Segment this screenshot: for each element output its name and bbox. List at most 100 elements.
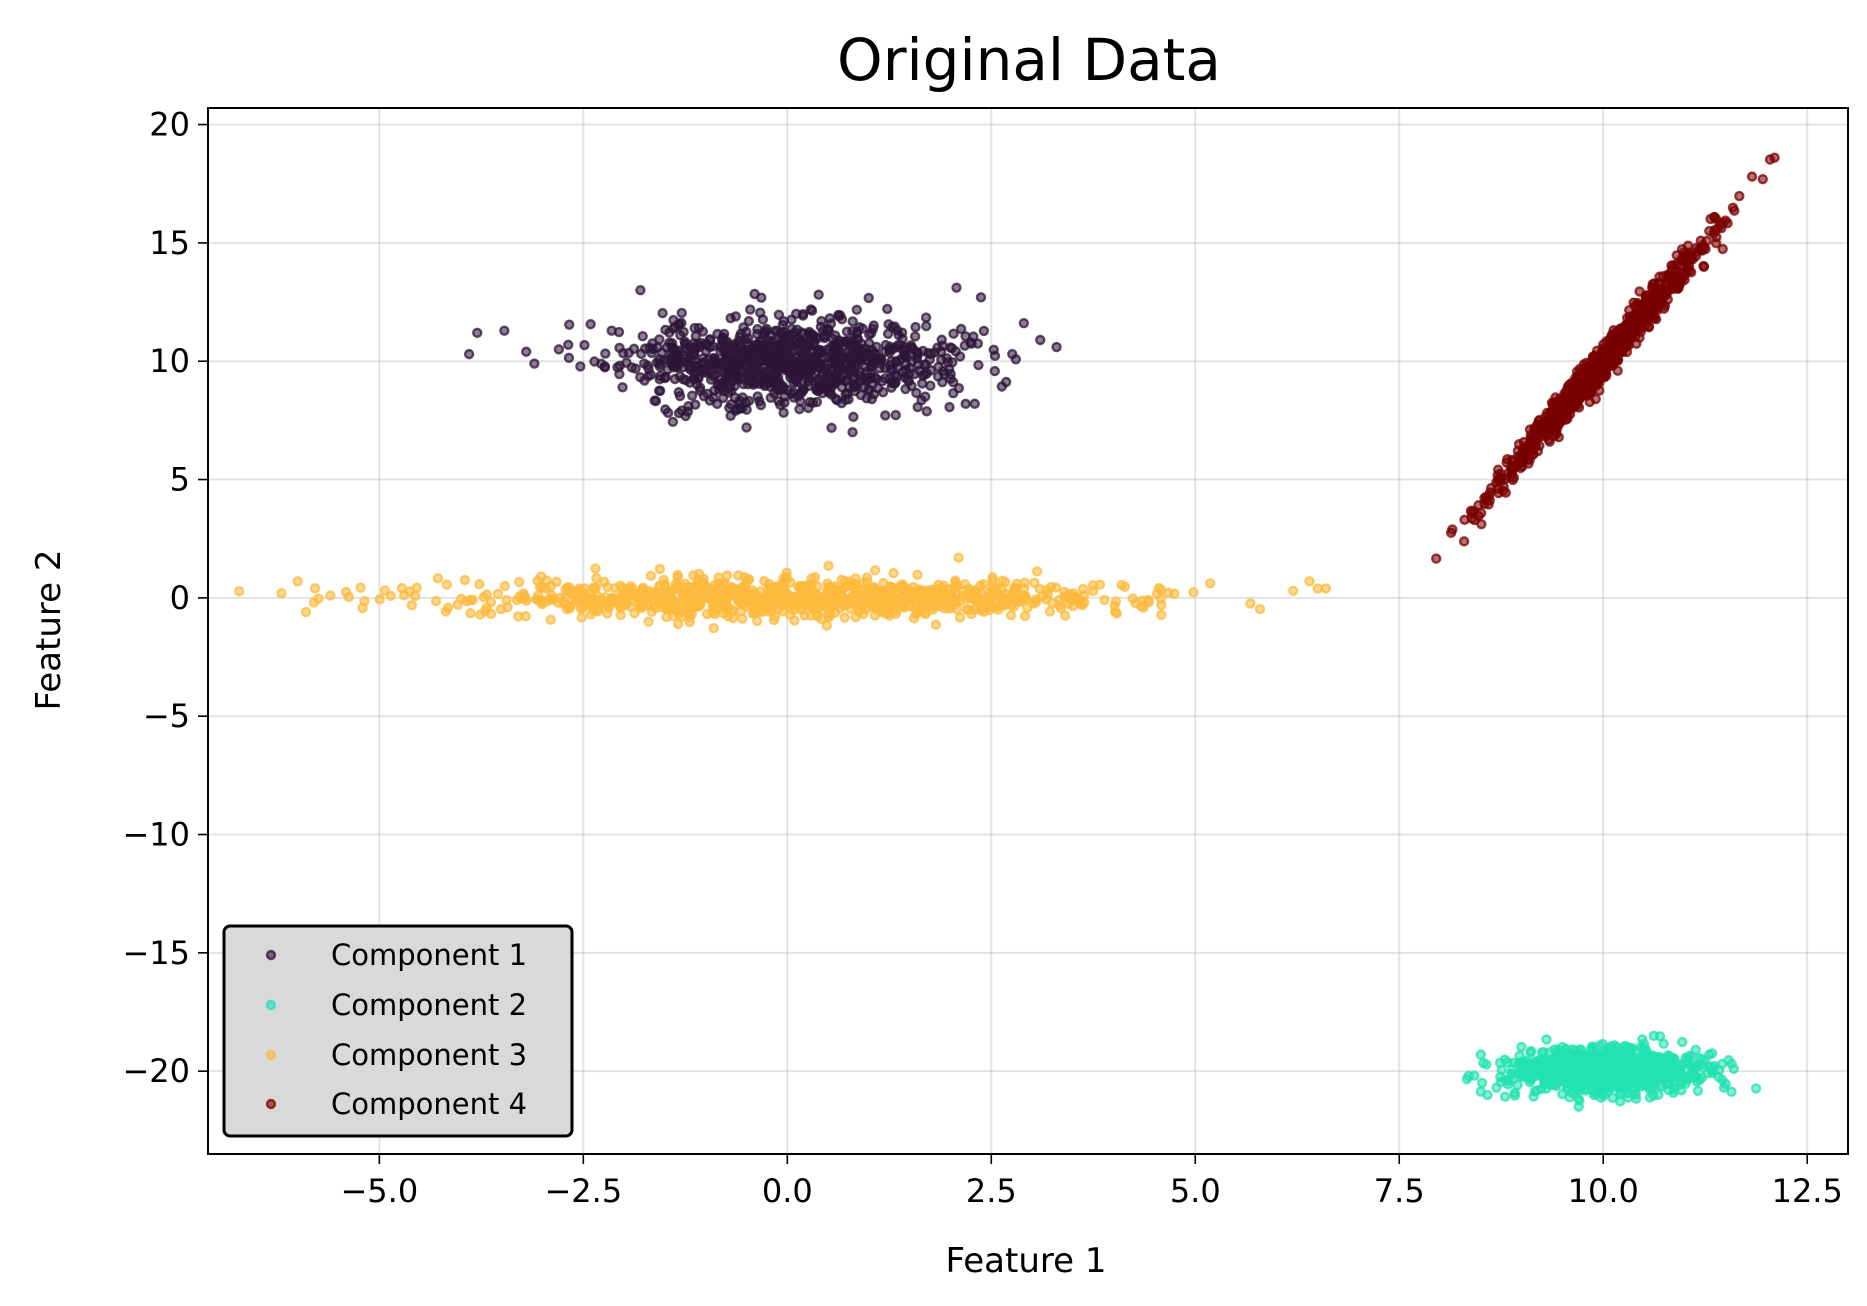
data-point-component-1: [814, 362, 826, 373]
data-point-component-1: [599, 362, 611, 373]
data-point-component-1: [657, 307, 668, 319]
data-point-component-3: [1312, 583, 1323, 594]
x-tick-label: −5.0: [340, 1172, 418, 1210]
data-point-component-1: [662, 407, 674, 419]
data-point-component-3: [1058, 586, 1070, 598]
data-point-component-2: [1690, 1044, 1701, 1056]
data-point-component-3: [1068, 588, 1080, 599]
data-point-component-1: [704, 334, 716, 346]
data-point-component-4: [1665, 281, 1676, 293]
data-point-component-4: [1510, 460, 1522, 471]
data-point-component-1: [969, 398, 980, 409]
data-point-component-4: [1757, 173, 1768, 185]
data-point-component-3: [410, 590, 421, 602]
data-point-component-1: [775, 347, 787, 359]
data-point-component-1: [743, 395, 755, 407]
data-point-component-1: [978, 325, 990, 337]
y-tick-label: −20: [122, 1052, 190, 1090]
data-point-component-2: [1541, 1034, 1552, 1045]
data-point-component-3: [890, 593, 902, 605]
data-point-component-1: [680, 339, 691, 350]
data-point-component-3: [234, 585, 245, 597]
data-point-component-1: [826, 422, 837, 433]
data-point-component-3: [1254, 603, 1266, 615]
data-point-component-2: [1707, 1067, 1718, 1079]
data-point-component-4: [1553, 403, 1564, 414]
data-point-component-3: [942, 584, 954, 595]
data-point-component-3: [701, 608, 713, 620]
data-point-component-1: [472, 327, 483, 339]
data-point-component-1: [703, 359, 714, 371]
data-point-component-4: [1698, 261, 1710, 273]
data-point-component-2: [1718, 1082, 1730, 1093]
data-point-component-3: [823, 612, 835, 623]
data-point-component-4: [1650, 314, 1662, 325]
data-point-component-3: [406, 600, 417, 611]
data-point-component-1: [851, 328, 863, 339]
data-point-component-1: [945, 342, 956, 353]
data-point-component-1: [676, 307, 687, 319]
data-point-component-3: [687, 601, 698, 612]
data-point-component-1: [841, 326, 853, 337]
data-point-component-1: [880, 410, 891, 421]
data-point-component-4: [1631, 338, 1642, 349]
data-point-component-1: [743, 315, 755, 327]
data-point-component-2: [1555, 1072, 1567, 1084]
data-point-component-3: [740, 577, 752, 589]
data-point-component-1: [941, 353, 953, 364]
data-point-component-1: [921, 406, 932, 417]
data-point-component-3: [755, 586, 766, 597]
data-point-component-1: [678, 326, 689, 338]
data-point-component-4: [1537, 425, 1548, 436]
data-point-component-1: [771, 384, 783, 396]
data-point-component-1: [783, 343, 794, 354]
data-point-component-4: [1654, 271, 1665, 282]
data-point-component-3: [513, 576, 525, 588]
data-point-component-3: [325, 590, 336, 601]
data-point-component-4: [1613, 346, 1624, 357]
data-point-component-4: [1570, 397, 1581, 409]
data-point-component-2: [1704, 1049, 1715, 1060]
data-point-component-4: [1431, 553, 1442, 564]
data-point-component-1: [779, 397, 790, 408]
data-point-component-3: [1000, 576, 1011, 588]
data-point-component-3: [763, 578, 775, 590]
data-point-component-3: [593, 604, 604, 615]
data-point-component-1: [805, 304, 817, 315]
data-point-component-1: [796, 348, 807, 359]
data-point-component-1: [739, 345, 751, 356]
data-point-component-3: [710, 608, 721, 620]
data-point-component-3: [561, 603, 572, 615]
data-point-component-3: [708, 623, 719, 634]
data-point-component-1: [770, 373, 782, 384]
data-point-component-3: [579, 583, 591, 594]
data-point-component-3: [910, 591, 921, 602]
data-point-component-4: [1483, 490, 1495, 502]
data-point-component-1: [660, 371, 672, 383]
y-tick-label: −10: [122, 816, 190, 854]
data-point-component-1: [791, 336, 802, 347]
data-point-component-1: [553, 344, 565, 355]
data-point-component-3: [1136, 600, 1147, 612]
data-point-component-3: [857, 577, 869, 589]
y-tick-label: 15: [149, 224, 190, 262]
data-point-component-4: [1528, 423, 1540, 434]
data-point-component-1: [637, 331, 648, 342]
data-point-component-1: [773, 309, 785, 321]
data-point-component-1: [851, 304, 863, 315]
data-point-component-3: [359, 596, 370, 607]
data-point-component-3: [440, 606, 452, 617]
data-point-component-1: [875, 353, 887, 365]
data-point-component-1: [776, 358, 787, 370]
data-point-component-1: [614, 342, 625, 354]
data-point-component-4: [1647, 282, 1658, 293]
data-point-component-2: [1500, 1074, 1511, 1086]
data-point-component-1: [886, 356, 897, 367]
data-point-component-2: [1599, 1068, 1610, 1079]
data-point-component-3: [966, 604, 978, 616]
data-point-component-4: [1690, 250, 1702, 262]
data-point-component-1: [668, 362, 680, 373]
data-point-component-4: [1591, 345, 1603, 356]
data-point-component-4: [1641, 298, 1653, 309]
data-point-component-3: [829, 595, 840, 606]
